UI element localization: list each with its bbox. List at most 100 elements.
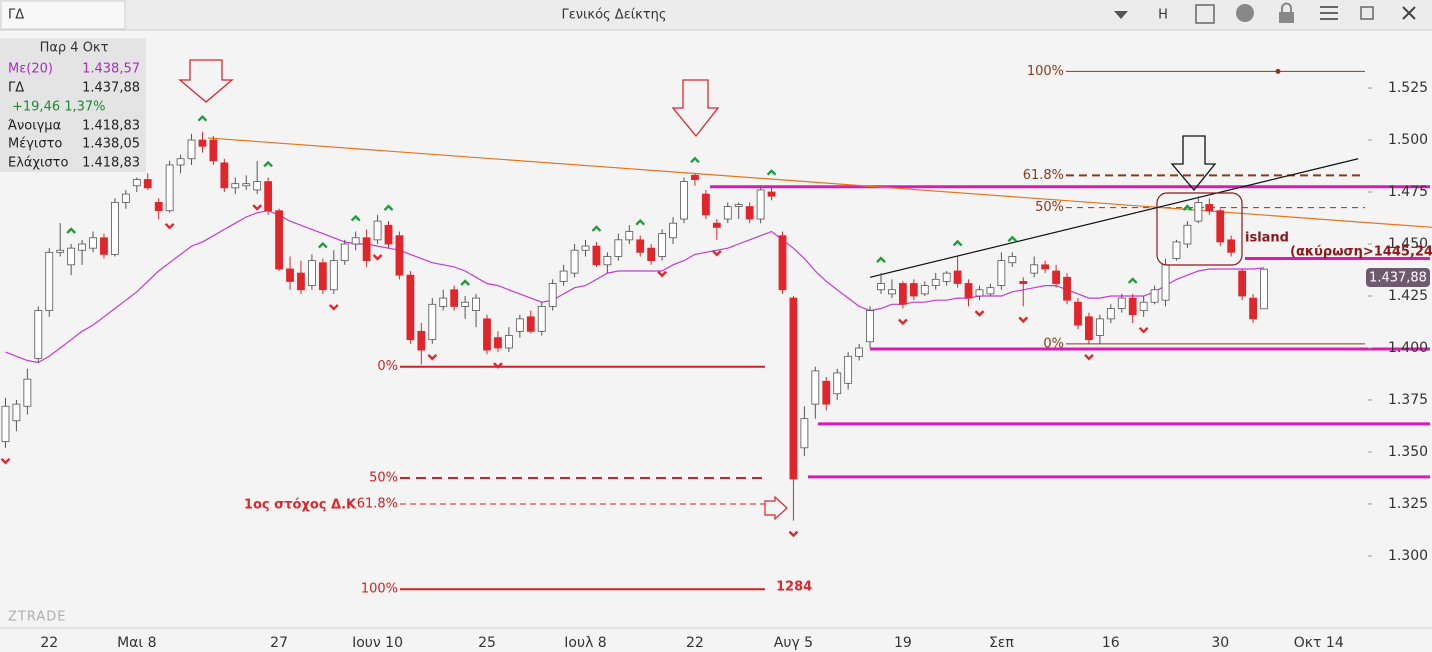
candle-body: [833, 372, 842, 395]
candle-body: [526, 316, 535, 332]
candle-body: [1019, 281, 1028, 284]
y-tick-label: 1.300: [1388, 548, 1428, 564]
candle-body: [483, 318, 491, 351]
h-button[interactable]: H: [1158, 8, 1168, 23]
symbol-box[interactable]: [0, 0, 126, 30]
fib-label: 61.8%: [357, 496, 398, 511]
candle-body: [494, 337, 502, 349]
candle-body: [986, 287, 995, 295]
candle-body: [264, 181, 273, 212]
sell-signal: [493, 362, 503, 369]
sell-signal: [657, 270, 667, 278]
candle-body: [318, 262, 327, 291]
candle-body: [362, 237, 371, 262]
restore-icon[interactable]: [1360, 6, 1374, 20]
info-change: +19,46 1,37%: [12, 100, 106, 115]
y-tick-label: 1.475: [1388, 184, 1428, 200]
candle-body: [898, 283, 907, 305]
sell-signal: [711, 249, 722, 257]
candle-body: [548, 283, 557, 307]
close-icon[interactable]: [1402, 6, 1416, 20]
candle-body: [822, 380, 831, 405]
buy-signal: [66, 227, 76, 234]
candle-body: [231, 183, 240, 189]
candle-body: [1183, 224, 1192, 245]
candle-body: [559, 270, 568, 282]
candle-body: [351, 237, 360, 245]
candle-body: [1216, 210, 1225, 243]
sell-signal: [427, 353, 438, 361]
candle-body: [570, 249, 579, 274]
info-label: Ελάχιστο: [8, 156, 68, 171]
buy-signal: [1127, 277, 1138, 284]
candle-body: [592, 245, 601, 266]
candle-body: [275, 210, 283, 270]
candle-body: [767, 191, 776, 197]
candle-body: [701, 193, 710, 216]
candle-body: [242, 183, 251, 187]
y-tick-label: 1.350: [1388, 444, 1428, 460]
candle-body: [472, 297, 480, 311]
sell-signal: [252, 204, 263, 211]
candle-body: [1172, 241, 1181, 259]
y-tick-label: 1.375: [1388, 392, 1428, 408]
candle-body: [515, 318, 524, 332]
candle-body: [384, 224, 393, 245]
symbol: ΓΔ: [8, 8, 24, 23]
candle-body: [931, 278, 940, 286]
candle-body: [428, 303, 437, 341]
candle-body: [964, 283, 973, 299]
sell-signal: [328, 304, 339, 311]
x-tick-label: Ιουν 10: [352, 635, 403, 651]
candle-body: [340, 243, 349, 262]
island-box: [1156, 192, 1243, 266]
candle-body: [953, 270, 962, 284]
candle-body: [1128, 297, 1137, 316]
candle-body: [111, 202, 119, 255]
arrow-marker: [1170, 135, 1217, 192]
candle-body: [1106, 308, 1115, 320]
candle-body: [800, 418, 809, 449]
candle-body: [176, 158, 185, 166]
candle-body: [45, 251, 54, 311]
x-tick-label: 22: [40, 635, 58, 651]
fib-label: 100%: [361, 582, 398, 597]
dropdown-icon[interactable]: [1114, 11, 1128, 19]
candle-body: [1150, 289, 1159, 303]
candle-body: [658, 233, 667, 257]
ma-line: [5, 210, 1265, 364]
fib-label: 61.8%: [1023, 168, 1064, 183]
island-note: (ακύρωση>1445,24): [1290, 245, 1432, 260]
buy-signal: [383, 204, 394, 211]
candle-body: [1227, 239, 1236, 253]
quote-icon[interactable]: [1236, 4, 1254, 22]
menu-icon[interactable]: [1320, 6, 1338, 20]
fib-dot: [1275, 68, 1281, 74]
candle-body: [1194, 202, 1203, 222]
info-value: 1.438,57: [82, 62, 140, 77]
candle-body: [888, 289, 896, 295]
candle-body: [789, 297, 798, 480]
plot-area: 0%50%61.8%100%100%61.8%50%0%1284: [0, 64, 1432, 597]
candle-body: [712, 222, 721, 228]
candle-body: [1008, 256, 1017, 264]
axes: 1.300 1.325 1.350 1.375 1.400 1.425 1.450 1.475…: [40, 80, 1428, 651]
sell-signal: [788, 530, 799, 538]
info-value: 1.418,83: [82, 156, 140, 171]
candle-body: [143, 179, 152, 189]
candle-body: [187, 139, 196, 160]
x-tick-label: 22: [686, 635, 704, 651]
lock-icon[interactable]: [1279, 12, 1294, 23]
candle-body: [734, 204, 743, 207]
candle-body: [1052, 270, 1060, 284]
panel-icon[interactable]: [1195, 4, 1215, 24]
candle-body: [537, 305, 546, 332]
candle-body: [625, 231, 634, 241]
candle-body: [1063, 276, 1071, 301]
candle-body: [1041, 264, 1050, 270]
candle-body: [121, 193, 130, 203]
candle-body: [745, 206, 754, 220]
info-label: Μέγιστο: [8, 137, 62, 152]
candle-body: [1074, 301, 1082, 326]
